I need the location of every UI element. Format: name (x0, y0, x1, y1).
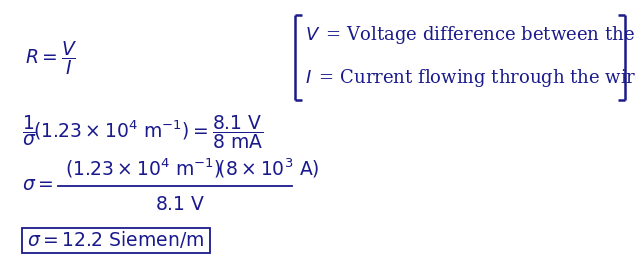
Text: $R = \dfrac{V}{I}$: $R = \dfrac{V}{I}$ (25, 39, 77, 77)
Text: $\left(1.23\times10^{4}\ \mathrm{m}^{-1}\right)\!\left(8\times10^{3}\ \mathrm{A}: $\left(1.23\times10^{4}\ \mathrm{m}^{-1}… (65, 156, 319, 180)
Text: $I\,$ = Current flowing through the wire: $I\,$ = Current flowing through the wire (305, 67, 636, 89)
Text: $V\,$ = Voltage difference between the ends: $V\,$ = Voltage difference between the e… (305, 24, 636, 46)
Text: $\sigma = 12.2\ \mathrm{Siemen/m}$: $\sigma = 12.2\ \mathrm{Siemen/m}$ (27, 230, 204, 250)
Text: $\dfrac{1}{\sigma}\!\left(1.23\times10^{4}\ \mathrm{m}^{-1}\right)=\dfrac{8.1\ \: $\dfrac{1}{\sigma}\!\left(1.23\times10^{… (22, 113, 263, 151)
Text: $\sigma =$: $\sigma =$ (22, 176, 53, 194)
Bar (22, 228, 210, 253)
Text: $8.1\ \mathrm{V}$: $8.1\ \mathrm{V}$ (155, 196, 205, 214)
